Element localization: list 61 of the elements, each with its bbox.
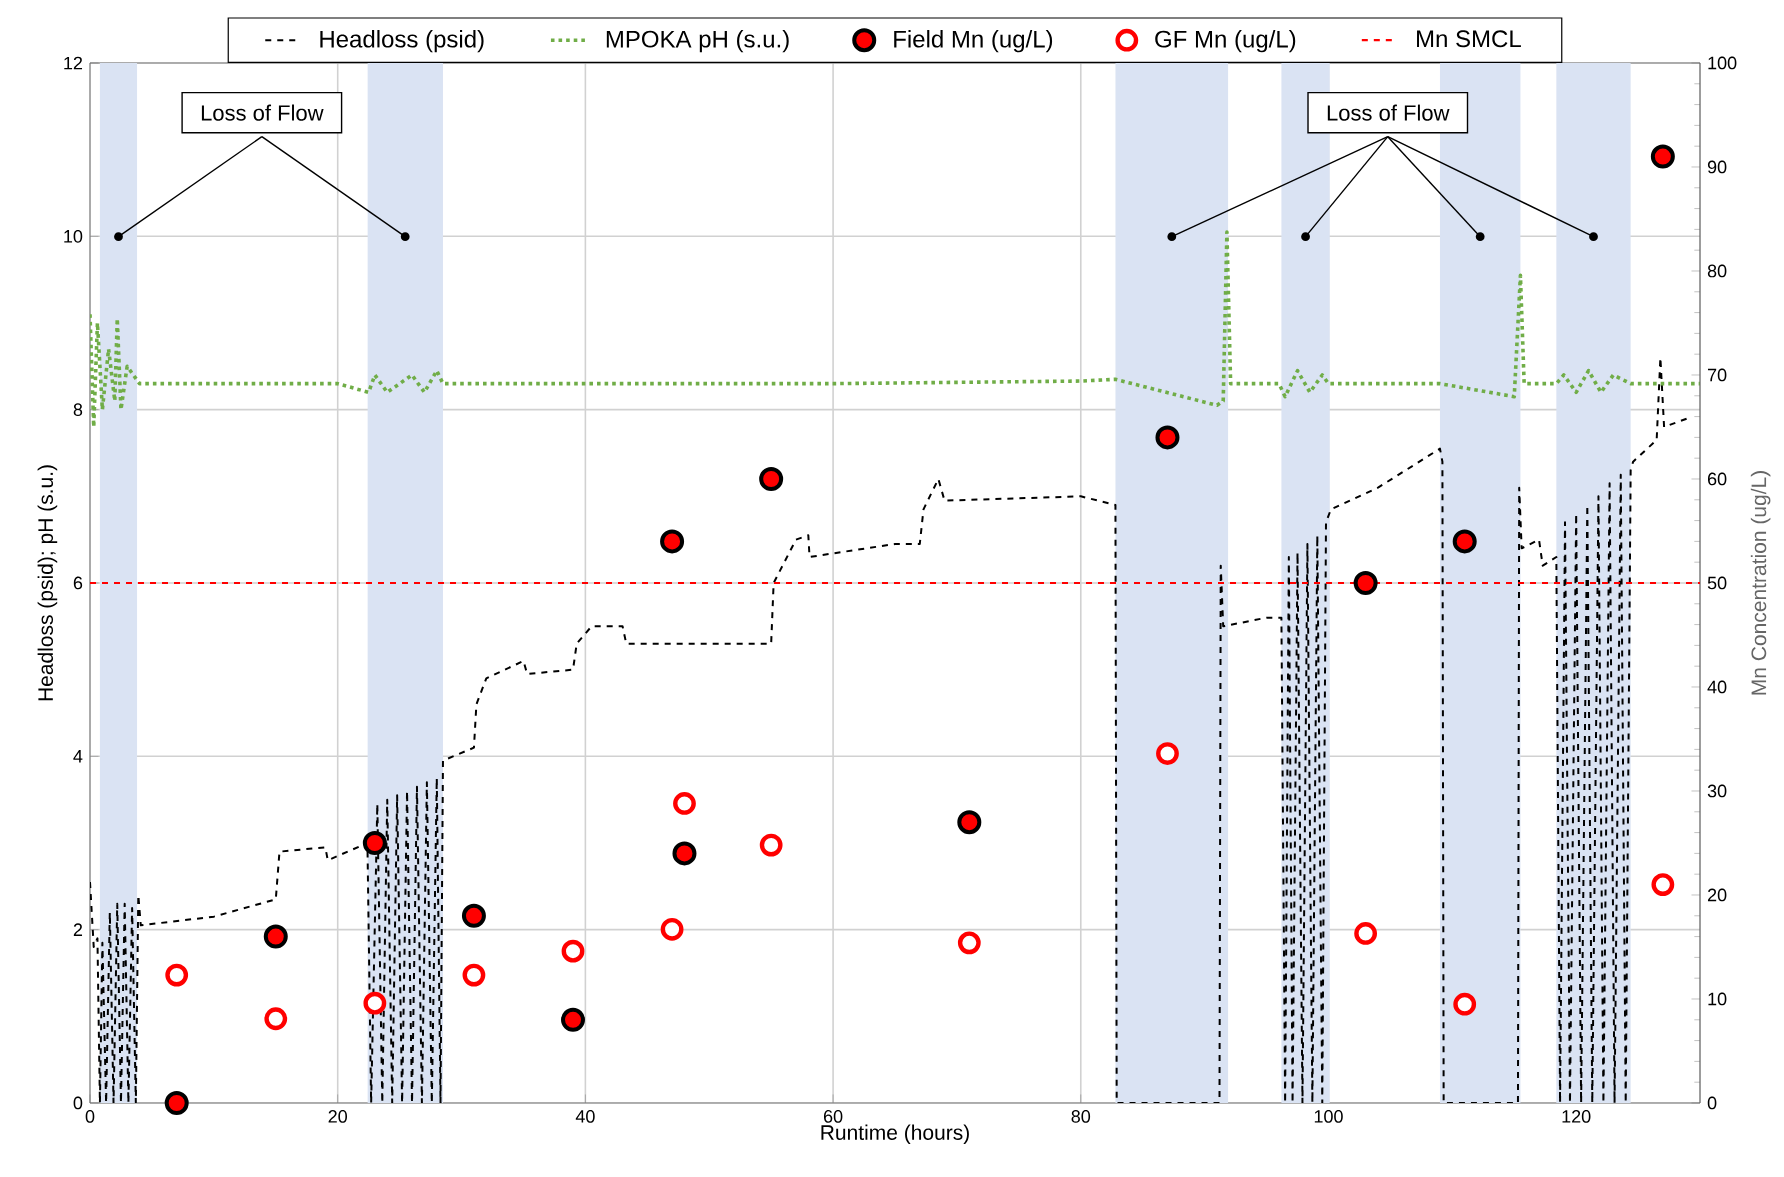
y-tick-label: 2 [73,923,83,936]
legend-label: Headloss (psid) [320,30,484,53]
x-tick-label: 120 [1562,1110,1591,1123]
point [957,810,982,835]
point [759,833,783,857]
x-tick-label: 20 [328,1110,348,1123]
point [1452,529,1477,554]
y2-axis-title: Mn Concentration (ug/L) [1750,471,1771,695]
annotation: Loss of Flow [1327,104,1450,121]
y-tick-label: 0 [73,1096,83,1110]
point [1453,992,1477,1016]
x-tick-label: 80 [1071,1110,1091,1123]
y2-tick-label: 30 [1707,784,1727,798]
annotation: Loss of Flow [201,104,324,121]
x-tick-label: 40 [575,1110,595,1123]
point [1155,425,1180,450]
point [561,939,585,963]
legend-label: Field Mn (ug/L) [894,30,1053,53]
y-tick-label: 10 [64,229,83,243]
point [1156,742,1179,765]
y-tick-label: 4 [73,750,83,763]
point [462,963,486,987]
point [164,1090,189,1115]
y2-tick-label: 80 [1707,264,1727,278]
y2-tick-label: 20 [1707,888,1727,902]
y2-tick-label: 60 [1707,472,1727,486]
y2-tick-label: 40 [1707,680,1727,694]
point [263,924,288,949]
point [660,529,685,554]
point [759,466,784,491]
point [363,991,387,1015]
x-tick-label: 60 [823,1110,843,1123]
y-tick-label: 8 [73,403,83,417]
y2-tick-label: 70 [1707,368,1727,382]
x-tick-label: 100 [1314,1110,1343,1123]
point [1353,570,1378,595]
point [660,917,684,941]
point [362,830,387,855]
legend-label: Mn SMCL [1417,30,1521,48]
x-tick-label: 0 [85,1110,95,1123]
point [1354,922,1378,945]
y-tick-label: 6 [73,576,83,590]
x-axis-title: Runtime (hours) [821,1124,969,1145]
point [672,841,697,866]
point [673,792,696,815]
point [561,1007,586,1032]
point [1650,144,1675,169]
y-axis-title: Headloss (psid); pH (s.u.) [37,465,58,701]
point [165,963,189,987]
y2-tick-label: 100 [1708,56,1737,70]
y2-tick-label: 90 [1707,160,1727,174]
legend-label: MPOKA pH (s.u.) [606,30,789,53]
point [957,931,981,955]
y2-tick-label: 10 [1708,992,1727,1006]
legend-label: GF Mn (ug/L) [1155,30,1296,53]
point [461,903,486,928]
y2-tick-label: 50 [1707,576,1727,590]
y2-tick-label: 0 [1707,1096,1717,1110]
point [264,1007,288,1031]
y-tick-label: 12 [64,56,83,70]
point [1651,873,1675,896]
